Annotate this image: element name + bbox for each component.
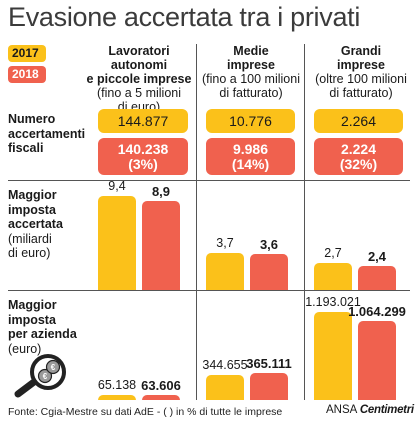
accertamenti-pct: (32%) bbox=[339, 156, 378, 172]
accertamenti-2018-pill: 140.238 (3%) bbox=[98, 138, 188, 175]
column-header-line: (fino a 100 milioni bbox=[202, 72, 300, 86]
bar-medie-2018 bbox=[250, 373, 288, 400]
column-divider bbox=[196, 44, 197, 400]
bar-value-label: 9,4 bbox=[108, 179, 126, 193]
bar-value-label: 2,4 bbox=[367, 249, 387, 264]
accertamenti-2018-pill: 2.224 (32%) bbox=[314, 138, 403, 175]
row-divider bbox=[8, 180, 410, 181]
bar-value-label: 3,6 bbox=[259, 237, 279, 252]
column-header-large: Grandi imprese (oltre 100 milioni di fat… bbox=[306, 44, 416, 100]
accertamenti-2018-value: 9.986 bbox=[232, 141, 269, 157]
column-header-line: Grandi bbox=[340, 44, 382, 58]
row-label-line: imposta bbox=[8, 202, 56, 217]
row-label-line: di euro) bbox=[8, 246, 51, 260]
row-label-imposta: Maggior imposta accertata (miliardi di e… bbox=[8, 188, 63, 261]
bar-value-label: 344.655 bbox=[202, 358, 248, 372]
column-header-line: (fino a 5 milioni bbox=[96, 86, 182, 100]
row-label-accertamenti: Numero accertamenti fiscali bbox=[8, 112, 85, 156]
bar-lavoratori-2017 bbox=[98, 196, 136, 290]
bar-value-label: 1.193.021 bbox=[305, 295, 361, 309]
column-header-medium: Medie imprese (fino a 100 milioni di fat… bbox=[198, 44, 304, 100]
column-header-line: di fatturato) bbox=[219, 86, 283, 100]
row-divider bbox=[8, 290, 410, 291]
bar-lavoratori-2017 bbox=[98, 395, 136, 400]
column-header-line: di fatturato) bbox=[329, 86, 393, 100]
column-header-line: Lavoratori autonomi bbox=[108, 44, 170, 72]
row-label-line: per azienda bbox=[8, 327, 77, 341]
bar-value-label: 365.111 bbox=[246, 356, 292, 371]
magnifier-euro-icon: € € bbox=[14, 354, 66, 398]
bar-grandi-2017 bbox=[314, 263, 352, 290]
bar-medie-2017 bbox=[206, 253, 244, 290]
logo-prefix: ANSA bbox=[326, 404, 357, 416]
bar-value-label: 3,7 bbox=[216, 236, 234, 250]
column-header-line: e piccole imprese bbox=[86, 72, 192, 86]
svg-text:€: € bbox=[51, 363, 56, 372]
page-title: Evasione accertata tra i privati bbox=[8, 2, 361, 32]
svg-text:€: € bbox=[43, 372, 48, 381]
accertamenti-2017-pill: 10.776 bbox=[206, 109, 295, 133]
row-label-line: (euro) bbox=[8, 341, 42, 356]
bar-value-label: 65.138 bbox=[97, 378, 137, 392]
column-header-line: imprese bbox=[337, 58, 385, 72]
bar-lavoratori-2018 bbox=[142, 395, 180, 400]
accertamenti-2017-pill: 144.877 bbox=[98, 109, 188, 133]
row-label-line: Maggior bbox=[8, 298, 57, 312]
bar-grandi-2018 bbox=[358, 321, 396, 400]
accertamenti-2018-value: 140.238 bbox=[117, 141, 169, 157]
ansa-logo: ANSA Centimetri bbox=[326, 404, 414, 416]
accertamenti-2018-pill: 9.986 (14%) bbox=[206, 138, 295, 175]
row-label-line: (miliardi bbox=[8, 231, 52, 246]
column-header-small: Lavoratori autonomi e piccole imprese (f… bbox=[84, 44, 194, 114]
column-header-line: Medie bbox=[233, 44, 269, 58]
column-header-line: (oltre 100 milioni bbox=[315, 72, 407, 86]
accertamenti-pct: (14%) bbox=[231, 156, 270, 172]
row-label-line: fiscali bbox=[8, 141, 44, 155]
bar-value-label: 2,7 bbox=[324, 246, 342, 260]
bar-medie-2017 bbox=[206, 375, 244, 400]
bar-value-label: 1.064.299 bbox=[348, 304, 406, 319]
row-label-azienda: Maggior imposta per azienda (euro) bbox=[8, 298, 77, 356]
bar-value-label: 8,9 bbox=[151, 184, 171, 199]
bar-grandi-2018 bbox=[358, 266, 396, 290]
bar-value-label: 63.606 bbox=[141, 378, 181, 393]
row-label-line: accertamenti bbox=[8, 126, 86, 141]
logo-brand: Centimetri bbox=[359, 404, 414, 416]
row-label-line: imposta bbox=[8, 312, 56, 327]
bar-medie-2018 bbox=[250, 254, 288, 290]
legend-2018: 2018 bbox=[8, 66, 46, 83]
bar-lavoratori-2018 bbox=[142, 201, 180, 290]
row-label-line: accertata bbox=[8, 217, 63, 231]
source-note: Fonte: Cgia-Mestre su dati AdE - ( ) in … bbox=[8, 406, 283, 418]
accertamenti-2018-value: 2.224 bbox=[340, 141, 377, 157]
accertamenti-2017-pill: 2.264 bbox=[314, 109, 403, 133]
accertamenti-pct: (3%) bbox=[128, 156, 158, 172]
bar-grandi-2017 bbox=[314, 312, 352, 400]
legend-2017: 2017 bbox=[8, 45, 46, 62]
row-label-line: Numero bbox=[8, 112, 56, 126]
column-divider bbox=[304, 44, 305, 400]
column-header-line: imprese bbox=[227, 58, 275, 72]
row-label-line: Maggior bbox=[8, 188, 57, 202]
